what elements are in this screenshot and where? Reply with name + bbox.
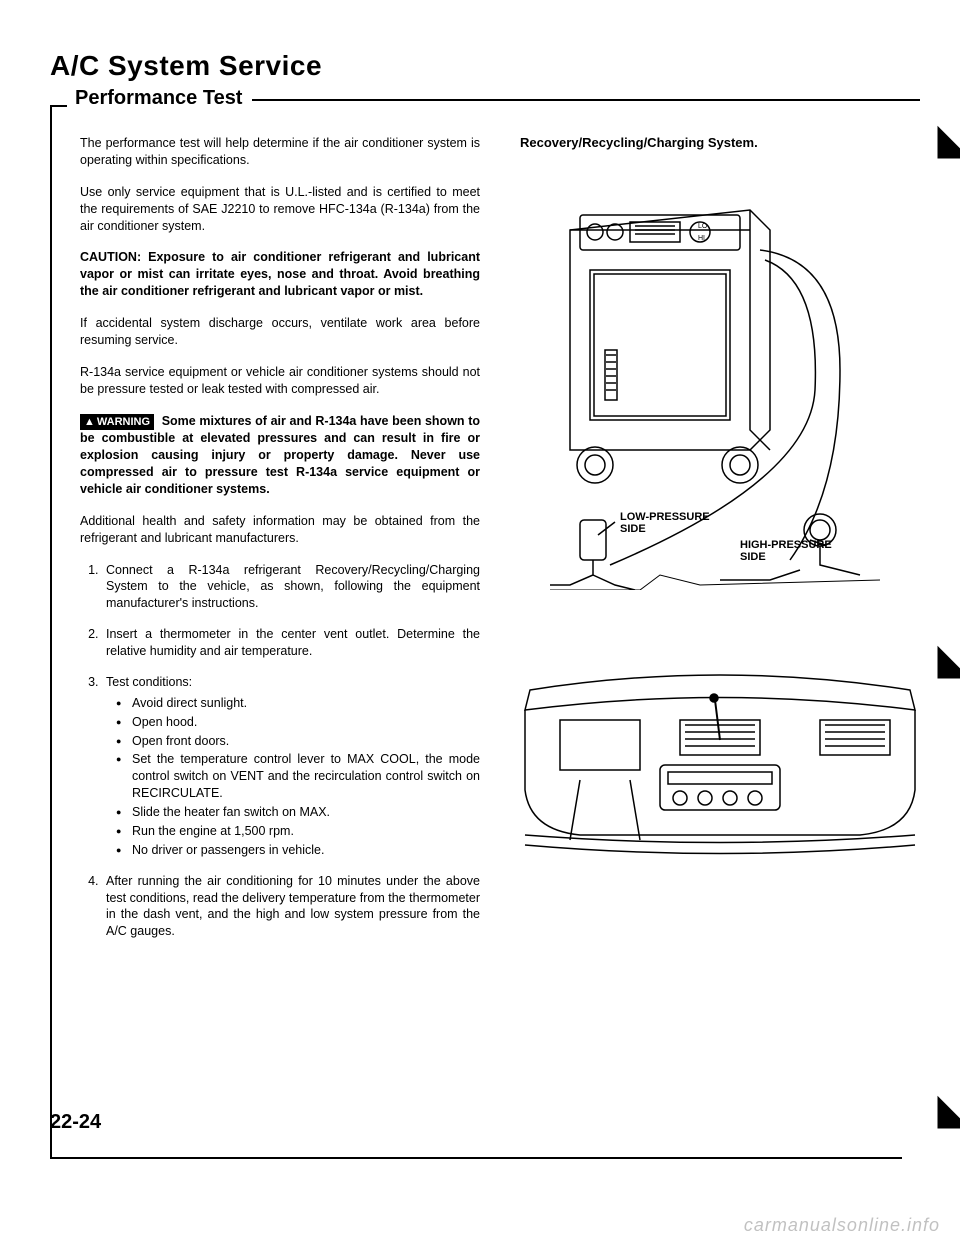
paragraph: Use only service equipment that is U.L.-… xyxy=(80,184,480,235)
edge-mark-mid: ◣ xyxy=(938,640,958,680)
procedure-list: Connect a R-134a refrigerant Recovery/Re… xyxy=(80,562,480,941)
bullet: No driver or passengers in vehicle. xyxy=(120,842,480,859)
svg-text:LO: LO xyxy=(698,223,708,230)
bracket-bottom xyxy=(50,1155,902,1159)
watermark: carmanualsonline.info xyxy=(744,1215,940,1236)
step3-intro: Test conditions: xyxy=(106,675,192,689)
warning-paragraph: ▲WARNING Some mixtures of air and R-134a… xyxy=(80,413,480,498)
subtitle-row: Performance Test xyxy=(50,87,920,110)
svg-text:HI: HI xyxy=(698,235,705,242)
bullet: Set the temperature control lever to MAX… xyxy=(120,751,480,802)
title-rule xyxy=(252,99,920,101)
paragraph: Additional health and safety information… xyxy=(80,513,480,547)
warning-triangle-icon: ▲ xyxy=(84,415,95,430)
warning-badge: ▲WARNING xyxy=(80,414,154,431)
recovery-machine-diagram: LO HI xyxy=(520,170,900,590)
bullet: Avoid direct sunlight. xyxy=(120,695,480,712)
caution-paragraph: CAUTION: Exposure to air conditioner ref… xyxy=(80,249,480,300)
caution-text: CAUTION: Exposure to air conditioner ref… xyxy=(80,250,480,298)
step3-bullets: Avoid direct sunlight. Open hood. Open f… xyxy=(106,695,480,859)
page-container: A/C System Service Performance Test The … xyxy=(0,0,960,1162)
sub-title: Performance Test xyxy=(75,87,252,110)
page-number: 22-24 xyxy=(50,1111,101,1134)
step-3: Test conditions: Avoid direct sunlight. … xyxy=(102,674,480,859)
paragraph: The performance test will help determine… xyxy=(80,135,480,169)
edge-mark-top: ◣ xyxy=(938,120,958,160)
content-columns: The performance test will help determine… xyxy=(50,135,920,954)
paragraph: If accidental system discharge occurs, v… xyxy=(80,315,480,349)
bullet: Open front doors. xyxy=(120,733,480,750)
dashboard-diagram xyxy=(520,650,920,880)
step-4: After running the air conditioning for 1… xyxy=(102,873,480,941)
bullet: Run the engine at 1,500 rpm. xyxy=(120,823,480,840)
right-column: Recovery/Recycling/Charging System. xyxy=(520,135,920,954)
recovery-system-title: Recovery/Recycling/Charging System. xyxy=(520,135,920,150)
bullet: Open hood. xyxy=(120,714,480,731)
left-column: The performance test will help determine… xyxy=(80,135,480,954)
paragraph: R-134a service equipment or vehicle air … xyxy=(80,364,480,398)
bracket-left xyxy=(50,105,67,1157)
bullet: Slide the heater fan switch on MAX. xyxy=(120,804,480,821)
warning-label: WARNING xyxy=(97,416,150,428)
edge-mark-bottom: ◣ xyxy=(938,1090,958,1130)
step-2: Insert a thermometer in the center vent … xyxy=(102,626,480,660)
step-1: Connect a R-134a refrigerant Recovery/Re… xyxy=(102,562,480,613)
main-title: A/C System Service xyxy=(50,50,920,82)
